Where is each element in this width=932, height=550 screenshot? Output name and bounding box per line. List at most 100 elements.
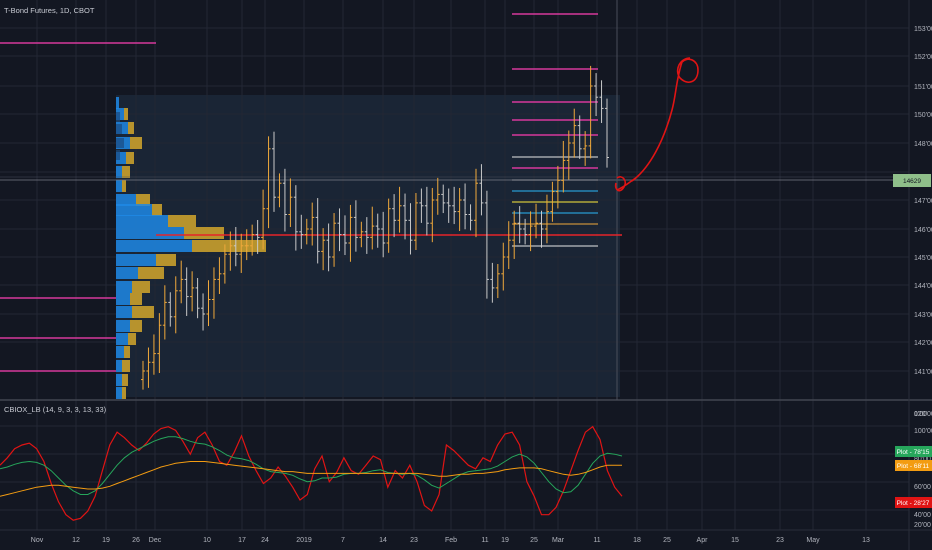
- price-axis-label: 145'00: [914, 255, 932, 262]
- volume-profile-bar-gold: [184, 227, 224, 239]
- time-axis-label: 23: [776, 537, 784, 544]
- time-axis-label: 18: [633, 537, 641, 544]
- volume-profile-bar-blue: [116, 306, 132, 318]
- volume-profile-bar-gold: [132, 281, 150, 293]
- time-axis-label: 25: [530, 537, 538, 544]
- volume-profile-bar-blue: [116, 152, 126, 164]
- time-axis-label: 19: [102, 537, 110, 544]
- volume-profile-bar-gold: [122, 387, 126, 399]
- time-axis-label: Feb: [445, 537, 457, 544]
- volume-profile-bar-blue: [116, 360, 122, 372]
- volume-profile-bar-gold: [122, 360, 130, 372]
- price-axis-label: 143'00: [914, 312, 932, 319]
- time-axis-label: 26: [132, 537, 140, 544]
- price-axis-label: 141'00: [914, 369, 932, 376]
- volume-profile-bar-gold: [130, 320, 142, 332]
- time-axis-label: 7: [341, 537, 345, 544]
- volume-profile-bar-blue: [116, 333, 128, 345]
- osc-axis-label: 80'00: [914, 456, 931, 463]
- price-axis-label: 152'00: [914, 54, 932, 61]
- volume-profile-bar-blue: [116, 240, 192, 252]
- indicator-value-tag: [895, 497, 932, 508]
- time-axis-label: Nov: [31, 537, 44, 544]
- indicator-title: CBIOX_LB (14, 9, 3, 3, 13, 33): [4, 405, 107, 414]
- volume-profile-bar-dim: [116, 150, 120, 160]
- oscillator-line: [0, 461, 622, 497]
- volume-profile-bar-gold: [132, 306, 154, 318]
- volume-profile-bar-blue: [116, 293, 130, 305]
- time-axis-label: 25: [663, 537, 671, 544]
- volume-profile-bar-gold: [124, 346, 130, 358]
- time-axis-label: 24: [261, 537, 269, 544]
- volume-profile-bar-dim: [116, 124, 122, 134]
- hand-drawn-arrow: [614, 57, 699, 192]
- time-axis-label: Dec: [149, 537, 162, 544]
- volume-profile-bar-gold: [122, 180, 126, 192]
- volume-profile-bar-blue: [116, 97, 119, 109]
- volume-profile-bar-blue: [116, 215, 168, 227]
- time-axis-label: Mar: [552, 537, 565, 544]
- price-axis-label: 148'00: [914, 141, 932, 148]
- price-axis-label: 147'00: [914, 198, 932, 205]
- osc-axis-label: 60'00: [914, 484, 931, 491]
- chart-title: T-Bond Futures, 1D, CBOT: [4, 6, 95, 15]
- volume-profile-bar-gold: [130, 293, 142, 305]
- price-axis-label: 142'00: [914, 340, 932, 347]
- price-axis-label: 150'00: [914, 112, 932, 119]
- osc-axis-label: 0'00: [914, 411, 927, 418]
- volume-profile-bar-gold: [124, 108, 128, 120]
- time-axis-label: 12: [72, 537, 80, 544]
- price-axis-label: 146'00: [914, 227, 932, 234]
- volume-profile-bar-gold: [126, 152, 134, 164]
- volume-profile-bar-gold: [130, 137, 142, 149]
- time-axis-label: 11: [481, 537, 488, 544]
- price-axis-label: 144'00: [914, 283, 932, 290]
- volume-profile-bar-blue: [116, 227, 184, 239]
- volume-profile-bar-blue: [116, 374, 122, 386]
- current-price-tag-text: 14629: [903, 178, 921, 185]
- time-axis-label: 13: [862, 537, 870, 544]
- volume-profile-bar-blue: [116, 320, 130, 332]
- volume-profile-bar-gold: [192, 240, 266, 252]
- price-axis-label: 153'00: [914, 26, 932, 33]
- volume-profile-bar-blue: [116, 166, 122, 178]
- volume-profile-bar-blue: [116, 254, 156, 266]
- time-axis-label: 10: [203, 537, 211, 544]
- volume-profile-bar-gold: [122, 374, 128, 386]
- current-price-tag: [893, 174, 931, 187]
- indicator-value-tag-text: Plot - 28'27: [897, 500, 930, 507]
- time-axis-label: 19: [501, 537, 509, 544]
- volume-profile-bar-blue: [116, 387, 122, 399]
- volume-profile-bar-gold: [128, 333, 136, 345]
- volume-profile-bar-gold: [136, 194, 150, 206]
- oscillator-line: [0, 436, 623, 495]
- volume-profile-bar-dim: [116, 138, 124, 148]
- volume-profile-bar-gold: [152, 204, 162, 216]
- price-axis-label: 151'00: [914, 84, 932, 91]
- volume-profile-bar-blue: [116, 194, 136, 206]
- volume-profile-bar-gold: [168, 215, 196, 227]
- osc-axis-label: 100'00: [914, 428, 932, 435]
- osc-axis-label: 120'00: [914, 411, 932, 418]
- time-axis-label: 15: [731, 537, 739, 544]
- volume-profile-bar-gold: [128, 122, 134, 134]
- osc-axis-label: 40'00: [914, 512, 931, 519]
- osc-axis-label: 20'00: [914, 522, 931, 529]
- time-axis-label: 2019: [296, 537, 312, 544]
- indicator-value-tag-text: Plot - 68'11: [897, 463, 930, 470]
- volume-profile-bar-blue: [116, 281, 132, 293]
- time-axis-label: 14: [379, 537, 387, 544]
- time-axis-label: May: [806, 537, 820, 544]
- indicator-value-tag-text: Plot - 78'15: [897, 449, 930, 456]
- time-axis-label: 23: [410, 537, 418, 544]
- time-axis-label: 17: [238, 537, 246, 544]
- volume-profile-bar-gold: [138, 267, 164, 279]
- volume-profile-bar-blue: [116, 180, 122, 192]
- time-axis-label: Apr: [697, 537, 709, 544]
- volume-profile-bar-gold: [156, 254, 176, 266]
- volume-profile-bar-blue: [116, 204, 152, 216]
- volume-profile-bar-gold: [122, 166, 130, 178]
- volume-profile-bar-blue: [116, 267, 138, 279]
- volume-profile-bar-dim: [116, 112, 120, 122]
